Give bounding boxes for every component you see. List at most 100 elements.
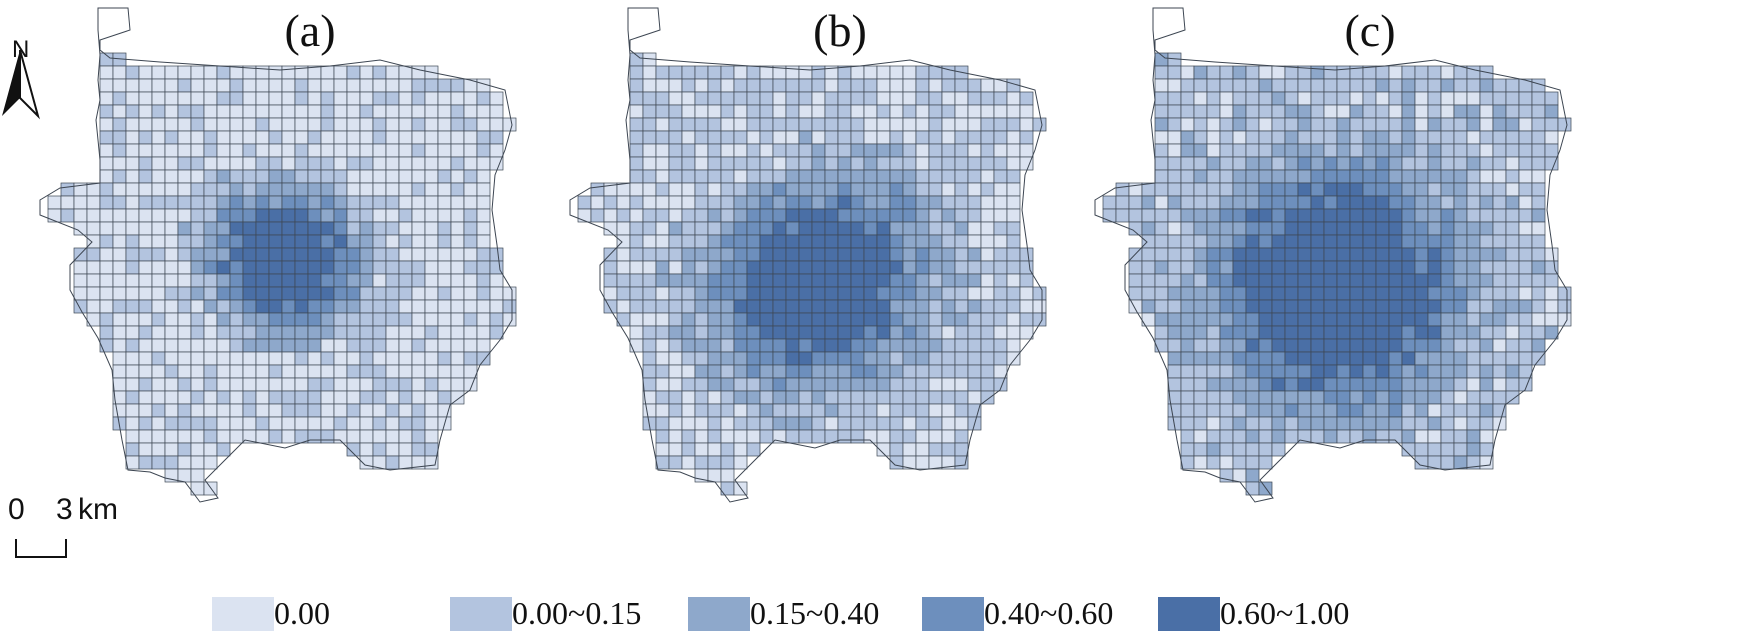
grid-cell (1518, 273, 1533, 288)
grid-cell (1206, 234, 1221, 249)
grid-cell (1180, 143, 1195, 158)
grid-cell (954, 143, 969, 158)
grid-cell (151, 143, 166, 158)
grid-cell (720, 156, 735, 171)
grid-cell (1440, 299, 1455, 314)
grid-cell (733, 390, 748, 405)
grid-cell (811, 221, 826, 236)
grid-cell (590, 182, 605, 197)
grid-cell (216, 442, 231, 457)
grid-cell (450, 143, 465, 158)
grid-cell (1479, 390, 1494, 405)
grid-cell (967, 312, 982, 327)
grid-cell (1349, 247, 1364, 262)
grid-cell (1310, 208, 1325, 223)
grid-cell (463, 169, 478, 184)
grid-cell (255, 403, 270, 418)
grid-cell (1193, 286, 1208, 301)
grid-cell (47, 208, 62, 223)
grid-cell (863, 195, 878, 210)
grid-cell (928, 247, 943, 262)
grid-cell (941, 325, 956, 340)
grid-cell (268, 130, 283, 145)
grid-cell (1297, 143, 1312, 158)
grid-cell (902, 65, 917, 80)
grid-cell (190, 468, 205, 483)
grid-cell (863, 169, 878, 184)
grid-cell (811, 390, 826, 405)
grid-cell (112, 117, 127, 132)
grid-cell (954, 91, 969, 106)
grid-cell (1466, 130, 1481, 145)
grid-cell (1297, 156, 1312, 171)
grid-cell (1479, 325, 1494, 340)
grid-cell (99, 325, 114, 340)
grid-cell (1414, 104, 1429, 119)
grid-cell (915, 325, 930, 340)
grid-cell (346, 169, 361, 184)
grid-cell (1141, 195, 1156, 210)
grid-cell (720, 208, 735, 223)
grid-cell (1219, 195, 1234, 210)
grid-cell (1479, 169, 1494, 184)
grid-cell (681, 299, 696, 314)
grid-cell (1453, 455, 1468, 470)
grid-cell (190, 143, 205, 158)
grid-cell (125, 143, 140, 158)
grid-cell (1453, 234, 1468, 249)
grid-cell (1206, 65, 1221, 80)
grid-cell (1258, 351, 1273, 366)
grid-cell (151, 325, 166, 340)
grid-cell (876, 65, 891, 80)
grid-cell (1479, 234, 1494, 249)
grid-cell (1180, 156, 1195, 171)
grid-cell (320, 273, 335, 288)
grid-cell (398, 429, 413, 444)
grid-cell (112, 143, 127, 158)
grid-cell (281, 325, 296, 340)
grid-cell (1492, 364, 1507, 379)
grid-cell (785, 403, 800, 418)
grid-cell (177, 364, 192, 379)
grid-cell (1375, 377, 1390, 392)
grid-cell (1479, 182, 1494, 197)
grid-cell (733, 182, 748, 197)
grid-cell (294, 299, 309, 314)
grid-cell (346, 338, 361, 353)
grid-cell (668, 377, 683, 392)
grid-cell (915, 195, 930, 210)
grid-cell (772, 377, 787, 392)
grid-cell (642, 247, 657, 262)
grid-cell (476, 169, 491, 184)
grid-cell (746, 260, 761, 275)
grid-cell (1245, 429, 1260, 444)
grid-cell (1531, 338, 1546, 353)
grid-cell (398, 377, 413, 392)
grid-cell (307, 312, 322, 327)
grid-cell (294, 364, 309, 379)
grid-cell (889, 208, 904, 223)
grid-cell (1297, 104, 1312, 119)
grid-cell (1284, 312, 1299, 327)
grid-cell (1232, 169, 1247, 184)
grid-cell (1258, 390, 1273, 405)
grid-cell (177, 221, 192, 236)
grid-cell (785, 299, 800, 314)
grid-cell (346, 91, 361, 106)
grid-cell (1440, 130, 1455, 145)
grid-cell (954, 286, 969, 301)
grid-cell (1414, 117, 1429, 132)
grid-cell (772, 208, 787, 223)
grid-cell (1284, 273, 1299, 288)
grid-cell (1336, 416, 1351, 431)
grid-cell (307, 78, 322, 93)
grid-cell (112, 403, 127, 418)
grid-cell (785, 416, 800, 431)
grid-cell (385, 455, 400, 470)
grid-cell (281, 169, 296, 184)
grid-cell (1232, 208, 1247, 223)
grid-cell (889, 351, 904, 366)
grid-cell (268, 403, 283, 418)
grid-cell (720, 468, 735, 483)
grid-cell (1466, 273, 1481, 288)
